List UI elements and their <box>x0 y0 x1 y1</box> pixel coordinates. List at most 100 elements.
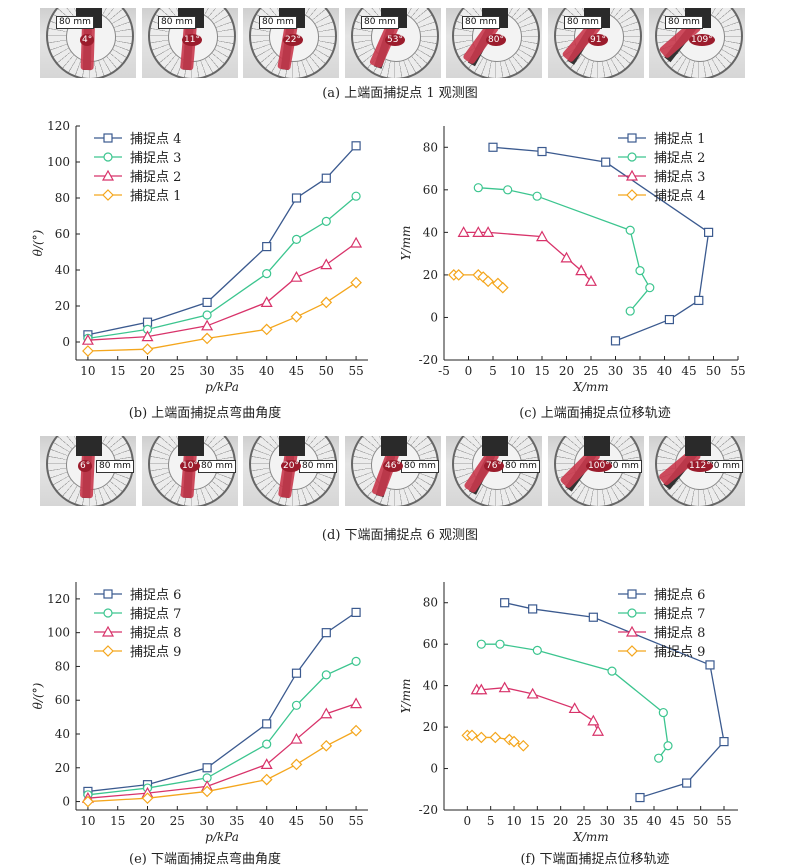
marker-diamond <box>201 785 213 798</box>
marker-triangle <box>260 758 273 769</box>
caption-a: (a) 上端面捕捉点 1 观测图 <box>322 86 478 101</box>
marker-circle <box>495 639 505 649</box>
marker-circle <box>321 670 331 680</box>
photo-strip-lower: 80 mm 6° 80 mm 10° 80 mm 20° 80 mm 46° 80 mm 76° 8… <box>40 436 748 506</box>
x-tick-label: 50 <box>319 814 334 828</box>
clamp <box>76 436 102 456</box>
x-axis-label: p/kPa <box>205 380 239 394</box>
marker-triangle <box>475 683 488 695</box>
x-tick-label: 0 <box>464 814 472 828</box>
clamp <box>178 436 204 456</box>
y-tick-label: 60 <box>423 183 438 197</box>
marker-square <box>610 336 621 346</box>
angle-label: 22° <box>283 34 303 46</box>
marker-diamond <box>82 795 94 808</box>
angle-label: 100° <box>586 460 612 472</box>
x-tick-label: 15 <box>534 364 549 378</box>
marker-diamond <box>466 729 478 742</box>
marker-triangle <box>320 258 333 270</box>
marker-square <box>705 660 715 670</box>
length-label: 80 mm <box>259 16 297 29</box>
marker-square <box>528 604 538 614</box>
observation-photo: 80 mm 100° <box>548 436 644 506</box>
marker-triangle <box>260 296 273 307</box>
x-tick-label: 15 <box>110 364 125 378</box>
marker-circle <box>663 741 673 751</box>
caption-d: (d) 下端面捕捉点 6 观测图 <box>321 528 479 543</box>
x-tick-label: 15 <box>530 814 545 828</box>
marker-circle <box>635 266 645 276</box>
y-tick-label: 120 <box>47 119 70 133</box>
length-label: 80 mm <box>56 16 94 29</box>
x-tick-label: 50 <box>319 364 334 378</box>
x-tick-label: 30 <box>199 364 214 378</box>
length-label: 80 mm <box>665 16 703 29</box>
marker-diamond <box>260 323 273 336</box>
marker-triangle <box>201 319 214 331</box>
y-tick-label: -20 <box>419 803 438 817</box>
marker-diamond <box>290 758 303 771</box>
legend-entry: 捕捉点 9 <box>130 644 181 660</box>
y-tick-label: 20 <box>423 268 438 282</box>
marker-triangle <box>350 697 363 709</box>
marker-square <box>488 142 498 152</box>
marker-diamond <box>475 731 488 744</box>
angle-label: 4° <box>80 34 95 46</box>
observation-photo: 80 mm 91° <box>548 8 644 78</box>
clamp <box>381 436 407 456</box>
legend-entry: 捕捉点 6 <box>130 587 181 603</box>
angle-label: 76° <box>484 460 504 472</box>
x-tick-label: 55 <box>348 814 363 828</box>
y-tick-label: 0 <box>62 795 70 809</box>
observation-photo: 80 mm 4° <box>40 8 136 78</box>
marker-circle <box>291 234 302 245</box>
angle-label: 112° <box>687 460 713 472</box>
legend-entry: 捕捉点 7 <box>130 606 181 622</box>
x-tick-label: 50 <box>693 814 708 828</box>
y-tick-label: 80 <box>55 191 70 205</box>
marker-diamond <box>489 731 502 744</box>
x-tick-label: -5 <box>438 364 450 378</box>
y-tick-label: 120 <box>47 592 70 606</box>
angle-label: 20° <box>281 460 301 472</box>
marker-triangle <box>81 333 94 345</box>
marker-square <box>321 628 331 638</box>
marker-circle <box>351 656 361 666</box>
marker-circle <box>473 183 483 193</box>
marker-square <box>202 763 212 773</box>
x-tick-label: 35 <box>229 364 244 378</box>
marker-diamond <box>350 724 362 737</box>
marker-diamond <box>102 189 114 201</box>
marker-triangle <box>320 707 333 719</box>
marker-triangle <box>584 275 598 286</box>
y-tick-label: 60 <box>55 227 70 241</box>
marker-triangle <box>526 687 539 699</box>
x-tick-label: 20 <box>559 364 574 378</box>
x-tick-label: 30 <box>600 814 615 828</box>
series-line <box>87 702 357 799</box>
marker-square <box>704 227 714 237</box>
marker-square <box>627 589 637 599</box>
angle-label: 109° <box>689 34 715 46</box>
marker-square <box>351 607 361 618</box>
marker-circle <box>532 645 542 656</box>
x-tick-label: 10 <box>80 814 95 828</box>
marker-triangle <box>575 264 588 276</box>
marker-circle <box>103 608 113 618</box>
legend-entry: 捕捉点 3 <box>654 169 705 185</box>
x-tick-label: 20 <box>140 814 155 828</box>
length-label: 80 mm <box>462 16 500 29</box>
marker-square <box>635 792 645 803</box>
legend-entry: 捕捉点 3 <box>130 150 181 166</box>
x-tick-label: 25 <box>170 814 185 828</box>
marker-circle <box>351 191 361 201</box>
series-line <box>87 730 357 803</box>
observation-photo: 80 mm 10° <box>142 436 238 506</box>
legend-entry: 捕捉点 6 <box>654 587 705 603</box>
marker-triangle <box>498 681 511 693</box>
y-tick-label: 0 <box>430 310 438 324</box>
marker-diamond <box>201 332 213 345</box>
marker-square <box>351 141 361 151</box>
marker-triangle <box>625 625 639 637</box>
marker-diamond <box>496 281 509 294</box>
